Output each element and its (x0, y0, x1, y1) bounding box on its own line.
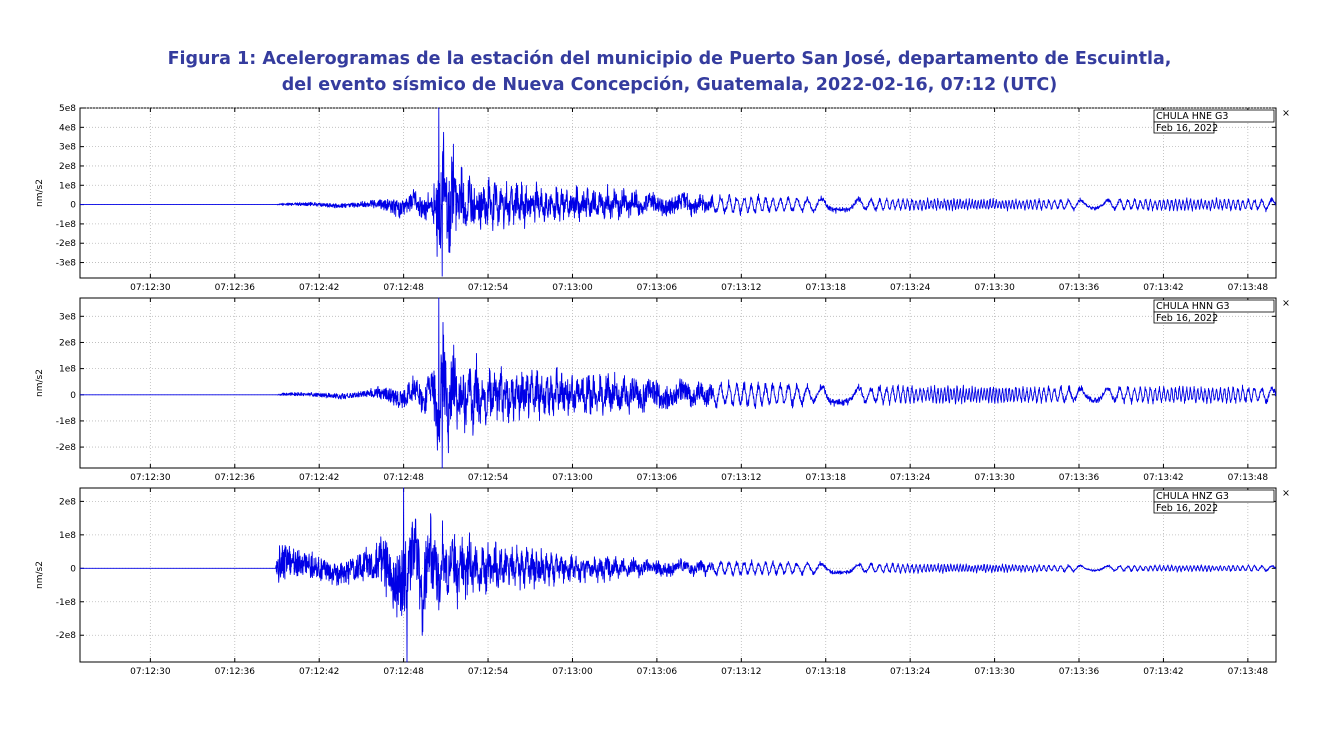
x-tick-label: 07:12:42 (299, 473, 339, 483)
plot-frame (79, 297, 1277, 469)
y-tick-label: -1e8 (56, 417, 77, 427)
plot-frame (79, 487, 1277, 663)
y-tick-label: 2e8 (59, 338, 76, 348)
x-tick-label: 07:13:12 (721, 667, 761, 677)
x-tick-label: 07:12:36 (215, 473, 256, 483)
y-tick-label: 2e8 (59, 497, 76, 507)
x-tick-label: 07:13:48 (1228, 283, 1269, 293)
y-tick-label: -1e8 (56, 220, 77, 230)
x-tick-label: 07:13:12 (721, 473, 761, 483)
x-tick-label: 07:13:00 (552, 473, 593, 483)
x-tick-label: 07:12:48 (383, 283, 424, 293)
y-axis-label: nm/s2 (35, 561, 45, 589)
y-tick-label: -1e8 (56, 598, 77, 608)
channel-label: CHULA HNN G3 (1156, 301, 1230, 312)
x-tick-label: 07:13:00 (552, 667, 593, 677)
date-label-box (1153, 501, 1215, 514)
y-tick-label: 1e8 (59, 531, 76, 541)
x-tick-label: 07:13:36 (1059, 283, 1100, 293)
x-tick-label: 07:13:36 (1059, 473, 1100, 483)
seismogram-panel-chula-hne-g3: -3e8 -2e8 -1e8 0 1e8 2e8 3e8 4e8 5e8 07:12:30 07:1… (35, 104, 1290, 293)
x-tick-label: 07:12:54 (468, 667, 509, 677)
date-label-box (1153, 311, 1215, 324)
x-tick-label: 07:13:30 (974, 473, 1015, 483)
x-tick-label: 07:12:54 (468, 283, 509, 293)
x-tick-label: 07:13:42 (1143, 283, 1183, 293)
x-tick-label: 07:13:42 (1143, 473, 1183, 483)
x-tick-label: 07:13:36 (1059, 667, 1100, 677)
plot-frame (79, 107, 1277, 279)
x-tick-label: 07:13:12 (721, 283, 761, 293)
figure-title-line-2: del evento sísmico de Nueva Concepción, … (281, 75, 1058, 95)
x-tick-label: 07:12:36 (215, 283, 256, 293)
y-tick-label: -2e8 (56, 631, 77, 641)
waveform-trace (79, 107, 1277, 277)
x-tick-label: 07:13:06 (637, 473, 678, 483)
x-tick-label: 07:13:18 (806, 473, 847, 483)
date-label: Feb 16, 2022 (1156, 313, 1218, 324)
x-tick-label: 07:13:48 (1228, 667, 1269, 677)
x-tick-label: 07:13:06 (637, 667, 678, 677)
x-tick-label: 07:13:24 (890, 283, 931, 293)
x-tick-label: 07:12:42 (299, 667, 339, 677)
y-tick-label: 3e8 (59, 312, 76, 322)
x-tick-label: 07:12:48 (383, 473, 424, 483)
y-tick-label: 1e8 (59, 365, 76, 375)
figure-title-line-1: Figura 1: Acelerogramas de la estación d… (167, 49, 1172, 69)
x-tick-label: 07:13:48 (1228, 473, 1269, 483)
y-axis-label: nm/s2 (35, 179, 45, 207)
y-tick-label: 5e8 (59, 104, 76, 114)
date-label: Feb 16, 2022 (1156, 503, 1218, 514)
y-tick-label: -2e8 (56, 443, 77, 453)
x-tick-label: 07:13:18 (806, 283, 847, 293)
x-tick-label: 07:13:24 (890, 667, 931, 677)
x-tick-label: 07:12:36 (215, 667, 256, 677)
x-tick-label: 07:13:30 (974, 667, 1015, 677)
x-tick-label: 07:13:06 (637, 283, 678, 293)
x-tick-label: 07:13:30 (974, 283, 1015, 293)
close-icon[interactable]: × (1282, 298, 1290, 309)
close-icon[interactable]: × (1282, 488, 1290, 499)
y-axis-label: nm/s2 (35, 369, 45, 397)
x-tick-label: 07:12:48 (383, 667, 424, 677)
x-tick-label: 07:12:42 (299, 283, 339, 293)
y-tick-label: 0 (70, 201, 76, 211)
x-tick-label: 07:13:42 (1143, 667, 1183, 677)
channel-label: CHULA HNZ G3 (1156, 491, 1229, 502)
x-tick-label: 07:12:30 (130, 283, 171, 293)
waveform-trace (79, 297, 1277, 469)
y-tick-label: 2e8 (59, 162, 76, 172)
y-tick-label: 0 (70, 391, 76, 401)
date-label: Feb 16, 2022 (1156, 123, 1218, 134)
y-tick-label: -2e8 (56, 239, 77, 249)
x-tick-label: 07:13:24 (890, 473, 931, 483)
x-tick-label: 07:13:18 (806, 667, 847, 677)
y-tick-label: 3e8 (59, 143, 76, 153)
date-label-box (1153, 121, 1215, 134)
y-tick-label: 1e8 (59, 181, 76, 191)
y-tick-label: -3e8 (56, 259, 77, 269)
seismogram-panel-chula-hnn-g3: -2e8 -1e8 0 1e8 2e8 3e8 07:12:30 07:12:36 07:12:… (35, 297, 1290, 483)
y-tick-label: 0 (70, 564, 76, 574)
x-tick-label: 07:12:54 (468, 473, 509, 483)
channel-label: CHULA HNE G3 (1156, 111, 1228, 122)
waveform-trace (79, 487, 1276, 663)
seismogram-panel-chula-hnz-g3: -2e8 -1e8 0 1e8 2e8 07:12:30 07:12:36 07:12:42 0… (35, 487, 1290, 677)
x-tick-label: 07:12:30 (130, 667, 171, 677)
y-tick-label: 4e8 (59, 123, 76, 133)
close-icon[interactable]: × (1282, 108, 1290, 119)
x-tick-label: 07:12:30 (130, 473, 171, 483)
x-tick-label: 07:13:00 (552, 283, 593, 293)
